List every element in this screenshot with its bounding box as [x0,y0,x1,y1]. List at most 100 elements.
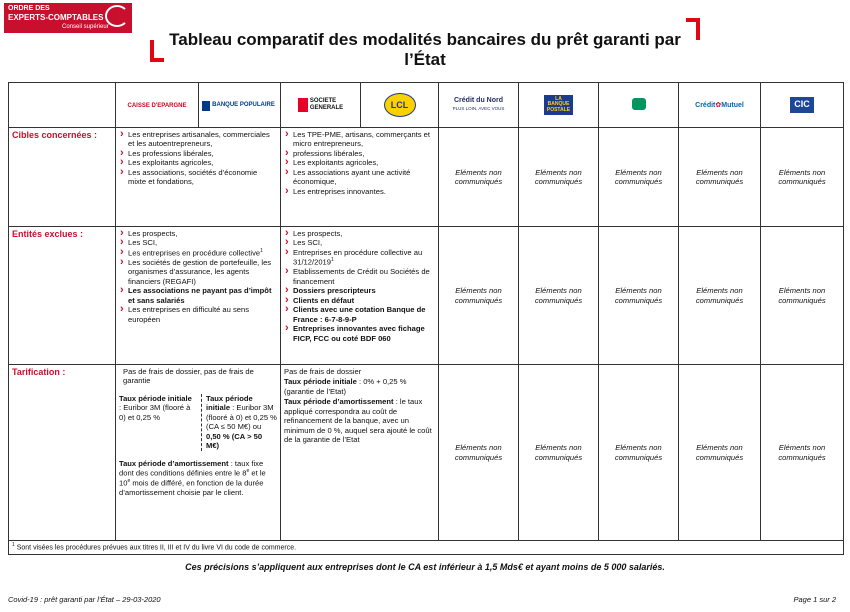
footnote-row: 1 Sont visées les procédures prévues aux… [8,539,844,556]
bracket [686,18,700,40]
text-run: Les sociétés de gestion de portefeuille,… [128,257,272,286]
cell: Pas de frais de dossier Taux période init… [280,364,439,541]
list-item: Les prospects, [119,228,277,242]
bank-icon [631,97,646,110]
bank-name: Mutuel [721,101,744,109]
list-item: Les prospects, [284,228,435,242]
bank-logo: LCL [360,82,439,128]
not-communicated: Eléments non communiqués [598,127,679,227]
list-item: Entreprises en procédure collective au 3… [284,246,435,268]
logo-icon [105,5,129,27]
logo-text: EXPERTS-COMPTABLES [8,13,104,22]
paragraph: Taux période initiale : 0% + 0,25 %(gara… [284,377,435,396]
text-run: : le taux appliqué correspondra au coût … [284,397,432,445]
list-item: Les professions libérales, [119,147,277,161]
text-run: Clients en défaut [293,295,355,305]
superscript: e [127,478,131,485]
text-run: et le 10 [119,468,266,488]
not-communicated: Eléments non communiqués [678,226,761,365]
list-item: professions libérales, [284,147,435,161]
list-item: Les associations, sociétés d’économie mi… [119,166,277,187]
text-run: Dossiers prescripteurs [293,286,376,296]
bank-name: CAISSE D'EPARGNE [127,102,187,109]
footer-right: Page 1 sur 2 [793,595,836,604]
footnote: 1 Sont visées les procédures prévues aux… [8,539,844,556]
text-run: : 0% + 0,25 %(garantie de l’Etat) [284,377,407,396]
row-label: Cibles concernées : [8,127,116,227]
list-item: Dossiers prescripteurs [284,284,435,298]
text-run: Taux période initiale [206,393,253,413]
bank-name: LCL [383,93,416,117]
text-run: Les associations ayant une activité écon… [293,167,411,187]
text-run: professions libérales, [293,148,365,158]
text-run: mois de différé, en fonction de la durée… [119,478,264,498]
list-item: Les TPE-PME, artisans, commerçants et mi… [284,129,435,149]
bank-name: BANQUE POPULAIRE [202,101,277,111]
logo-text: Conseil supérieur [62,24,109,30]
bank-name: CIC [790,97,814,113]
list-item: Entreprises innovantes avec fichage FICP… [284,322,435,343]
text-run: Entreprises en procédure collective au 3… [293,247,423,267]
text-run: Les entreprises artisanales, commerciale… [128,130,270,149]
not-communicated: Eléments non communiqués [760,226,844,365]
header-row: CAISSE D'EPARGNE BANQUE POPULAIRE SOCIET… [8,82,844,128]
cell: Pas de frais de dossier, pas de frais de… [115,364,281,541]
bank-logo: LA BANQUE POSTALE [518,82,599,128]
bracket [150,40,164,62]
text-run: Les SCI, [128,238,158,248]
not-communicated: Eléments non communiqués [678,364,761,541]
paragraph: Pas de frais de dossier, pas de frais de… [119,367,277,386]
comparison-table: CAISSE D'EPARGNE BANQUE POPULAIRE SOCIET… [8,82,844,556]
text-run: Les prospects, [293,229,343,238]
text-run: Les TPE-PME, artisans, commerçants et mi… [293,130,431,149]
text-run: : Euribor 3M (flooré à 0) et 0,25 % (CA … [206,403,277,432]
row: Entités exclues :Les prospects,Les SCI,L… [8,226,844,365]
list-item: Les associations ne payant pas d’impôt e… [119,284,277,305]
text-run: Pas de frais de dossier [284,367,362,376]
row-label: Entités exclues : [8,226,116,365]
text-run: Les associations, sociétés d’économie mi… [128,167,258,187]
cell: Les prospects,Les SCI,Entreprises en pro… [280,226,439,365]
row: Tarification : Pas de frais de dossier, p… [8,364,844,541]
list-item: Les exploitants agricoles, [119,156,277,170]
not-communicated: Eléments non communiqués [518,127,599,227]
not-communicated: Eléments non communiqués [598,364,679,541]
not-communicated: Eléments non communiqués [438,226,519,365]
text-run: Pas de frais de dossier, pas de frais de… [123,367,254,386]
list-item: Les entreprises artisanales, commerciale… [119,129,277,149]
bank-logo: CAISSE D'EPARGNE [115,82,199,128]
bank-logo: SOCIETE GENERALE [280,82,361,128]
text-run: Taux période initiale [119,393,192,403]
paragraph: Taux période initiale : Euribor 3M (floo… [119,394,195,451]
title: Tableau comparatif des modalités bancair… [169,30,681,69]
text-run: Les entreprises en difficulté au sens eu… [128,305,250,324]
bank-name: SOCIETE [309,98,337,105]
text-run: Taux période d’amortissement [119,458,229,468]
text-run: Taux période d’amortissement [284,397,394,407]
row-label: Tarification : [8,364,116,541]
bank-name: GENERALE [309,105,344,111]
superscript: 1 [260,247,263,254]
text-run: Taux période initiale [284,377,357,387]
text-run: Clients avec une cotation Banque de Fran… [293,305,426,324]
row: Cibles concernées : Les entreprises artis… [8,127,844,227]
list-item: Les entreprises en procédure collective1 [119,246,277,260]
text-run: Les prospects, [128,229,178,238]
list-item: Les associations ayant une activité écon… [284,166,435,187]
cell [8,82,116,128]
not-communicated: Eléments non communiqués [678,127,761,227]
footnote-mark: 1 [12,542,15,548]
bank-logo: Crédit✿Mutuel [678,82,761,128]
bank-logo: Crédit du Nord PLUS LOIN, AVEC VOUS [438,82,519,128]
not-communicated: Eléments non communiqués [438,127,519,227]
bank-name: POSTALE [546,106,571,113]
superscript: 1 [331,257,334,264]
paragraph: Taux période d’amortissement : le taux a… [284,397,435,444]
text-run: Etablissements de Crédit ou Sociétés de … [293,267,430,286]
bank-name: LA [555,96,562,103]
text-run: 0,50 % (CA > 50 M€) [206,431,263,451]
footer-left: Covid-19 : prêt garanti par l’État – 29-… [8,595,161,604]
footnote-text: Sont visées les procédures prévues aux t… [14,544,297,552]
note: Ces précisions s’appliquent aux entrepri… [185,562,665,572]
